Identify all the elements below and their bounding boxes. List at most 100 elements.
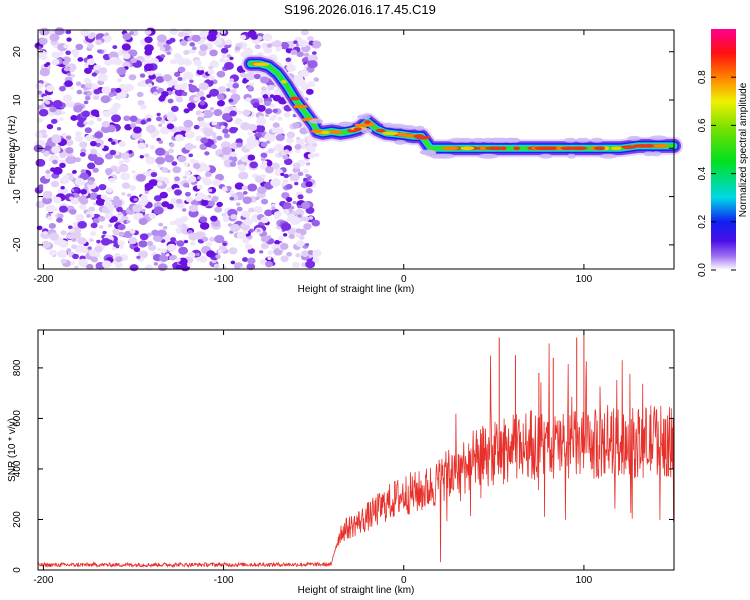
noise-cell xyxy=(230,88,237,94)
noise-cell xyxy=(183,182,189,188)
noise-cell xyxy=(107,223,113,228)
noise-cell xyxy=(228,98,234,103)
noise-cell xyxy=(170,197,179,205)
noise-cell xyxy=(159,254,169,262)
noise-cell xyxy=(153,91,159,96)
noise-cell xyxy=(159,126,170,135)
noise-cell xyxy=(188,153,194,158)
noise-cell xyxy=(244,243,253,250)
noise-cell xyxy=(239,72,247,78)
noise-cell xyxy=(248,207,255,213)
noise-cell xyxy=(161,248,168,254)
noise-cell xyxy=(234,46,241,51)
noise-cell xyxy=(184,170,191,176)
noise-cell xyxy=(91,72,97,77)
noise-cell xyxy=(271,206,276,210)
noise-cell xyxy=(226,82,234,89)
noise-cell xyxy=(97,49,102,54)
noise-cell xyxy=(214,206,223,213)
noise-cell xyxy=(76,104,83,110)
noise-cell xyxy=(180,40,188,46)
noise-cell xyxy=(77,57,84,62)
snr-y-axis: 0 200 400 600 800 xyxy=(12,359,674,573)
noise-cell xyxy=(242,109,251,117)
noise-cell xyxy=(217,249,223,254)
noise-cell xyxy=(208,75,215,81)
noise-cell xyxy=(302,216,310,222)
noise-cell xyxy=(86,263,94,270)
noise-cell xyxy=(282,154,289,160)
noise-cell xyxy=(213,108,223,117)
noise-cell xyxy=(266,43,273,48)
noise-cell xyxy=(256,104,266,112)
noise-cell xyxy=(264,113,270,117)
noise-cell xyxy=(74,131,82,137)
noise-cell xyxy=(221,146,233,155)
noise-cell xyxy=(56,127,62,131)
noise-cell xyxy=(175,257,181,262)
noise-cell xyxy=(95,198,106,206)
noise-cell xyxy=(301,29,309,36)
noise-cell xyxy=(120,152,130,160)
noise-cell xyxy=(90,256,99,263)
noise-cell xyxy=(169,27,178,35)
noise-cell xyxy=(232,83,239,89)
noise-cell xyxy=(183,119,194,128)
noise-cell xyxy=(264,100,272,107)
noise-cell xyxy=(313,152,320,158)
noise-cell xyxy=(58,253,63,257)
noise-cell xyxy=(35,158,46,167)
trace-sideband xyxy=(448,137,466,143)
noise-cell xyxy=(216,70,226,78)
noise-cell xyxy=(79,152,86,157)
noise-cell xyxy=(294,148,301,154)
noise-cell xyxy=(272,108,278,114)
noise-cell xyxy=(71,244,77,250)
noise-cell xyxy=(86,214,91,218)
noise-cell xyxy=(207,69,215,75)
noise-cell xyxy=(139,155,144,159)
noise-cell xyxy=(106,171,111,176)
noise-cell xyxy=(295,253,301,258)
noise-cell xyxy=(188,84,198,93)
noise-cell xyxy=(199,128,205,132)
noise-cell xyxy=(207,200,216,207)
noise-cell xyxy=(74,177,85,186)
noise-cell xyxy=(272,122,280,129)
noise-cell xyxy=(117,223,126,231)
noise-cell xyxy=(137,142,147,150)
noise-cell xyxy=(307,35,314,42)
noise-cell xyxy=(158,140,164,144)
noise-cell xyxy=(37,185,44,191)
noise-cell xyxy=(92,218,100,224)
noise-cell xyxy=(96,239,101,244)
noise-cell xyxy=(210,215,218,222)
noise-cell xyxy=(267,250,274,255)
trace-peak xyxy=(375,128,386,133)
noise-cell xyxy=(199,100,206,106)
noise-cell xyxy=(49,249,57,256)
noise-cell xyxy=(159,46,166,51)
noise-cell xyxy=(236,206,243,212)
noise-cell xyxy=(298,39,308,48)
noise-cell xyxy=(304,225,311,231)
noise-cell xyxy=(83,86,88,91)
noise-cell xyxy=(283,149,290,154)
noise-cell xyxy=(224,39,233,46)
noise-cell xyxy=(124,124,133,131)
noise-cell xyxy=(133,247,141,253)
noise-cell xyxy=(58,240,69,248)
trace-peak xyxy=(645,144,655,148)
noise-cell xyxy=(301,201,311,210)
noise-cell xyxy=(240,156,246,161)
noise-cell xyxy=(193,124,200,130)
noise-cell xyxy=(65,100,75,108)
noise-cell xyxy=(293,74,304,83)
noise-cell xyxy=(169,37,176,43)
noise-cell xyxy=(174,176,181,182)
noise-cell xyxy=(62,94,73,102)
noise-cell xyxy=(83,62,89,67)
noise-cell xyxy=(187,37,193,42)
noise-cell xyxy=(158,123,163,127)
